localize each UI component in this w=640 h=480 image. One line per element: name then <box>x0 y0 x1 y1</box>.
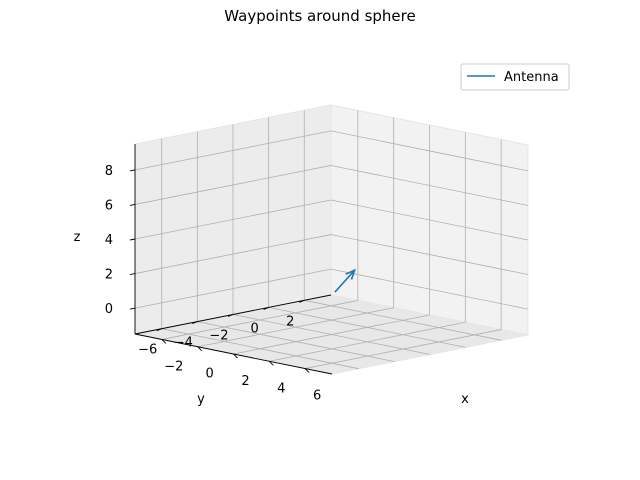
grid-z-side <box>134 165 332 205</box>
z-tick-mark <box>129 204 136 206</box>
y-tick-label: −4 <box>174 336 193 351</box>
grid-z-side <box>134 130 332 171</box>
grid-lines <box>134 110 529 370</box>
z-tick-mark <box>129 307 136 310</box>
grid-y-floor <box>268 307 466 348</box>
z-axis-label: z <box>74 230 81 245</box>
series-line-0 <box>334 269 356 293</box>
x-tick-label: 4 <box>277 381 285 396</box>
grid-y-floor <box>232 314 431 355</box>
x-axis-label: x <box>461 392 469 407</box>
y-tick-mark <box>227 314 234 317</box>
grid-z-back <box>330 199 529 241</box>
grid-y-floor <box>304 299 502 341</box>
x-tick-mark <box>161 339 167 344</box>
x-tick-label: 0 <box>206 367 214 382</box>
z-tick-label: 2 <box>105 268 113 283</box>
y-tick-label: 0 <box>250 321 258 336</box>
z-tick-label: 8 <box>105 164 113 179</box>
grid-z-back <box>330 130 529 172</box>
y-tick-mark <box>299 299 305 303</box>
grid-z-back <box>330 268 529 310</box>
x-tick-mark <box>304 368 310 373</box>
x-tick-label: −2 <box>164 359 183 374</box>
x-tick-mark <box>268 360 274 366</box>
legend: Antenna <box>460 63 570 91</box>
z-tick-label: 0 <box>105 302 113 317</box>
y-tick-mark <box>156 328 162 332</box>
x-tick-label: 2 <box>241 374 249 389</box>
series-arrowhead-0 <box>345 268 356 280</box>
y-tick-label: −6 <box>138 343 157 358</box>
x-tick-mark <box>233 353 238 359</box>
grid-z-side <box>134 268 332 309</box>
grid-z-side <box>134 234 332 274</box>
legend-entry-antenna: Antenna <box>504 70 559 85</box>
z-tick-mark <box>129 169 136 172</box>
y-tick-mark <box>192 321 198 325</box>
x-tick-mark <box>197 346 203 352</box>
legend-box <box>460 63 570 91</box>
y-tick-mark <box>263 306 269 310</box>
tick-labels: −2 0 2 4 6 2 0 −2 −4 −6 0 2 4 6 8 <box>105 164 322 404</box>
grid-y-floor <box>197 321 395 362</box>
grid-z-side <box>134 199 332 240</box>
axis-lines <box>129 144 333 375</box>
y-axis-label: y <box>197 392 205 407</box>
data-series <box>334 268 356 293</box>
grid-y-floor <box>161 328 359 370</box>
y-tick-label: −2 <box>209 329 228 344</box>
chart-title: Waypoints around sphere <box>224 7 416 25</box>
z-tick-label: 4 <box>105 233 113 248</box>
grid-z-back <box>330 165 529 206</box>
y-tick-label: 2 <box>286 314 294 329</box>
z-tick-mark <box>129 273 136 275</box>
x-tick-label: 6 <box>313 389 321 404</box>
z-tick-label: 6 <box>105 198 113 213</box>
grid-z-back <box>330 234 529 275</box>
z-tick-mark <box>129 238 136 241</box>
